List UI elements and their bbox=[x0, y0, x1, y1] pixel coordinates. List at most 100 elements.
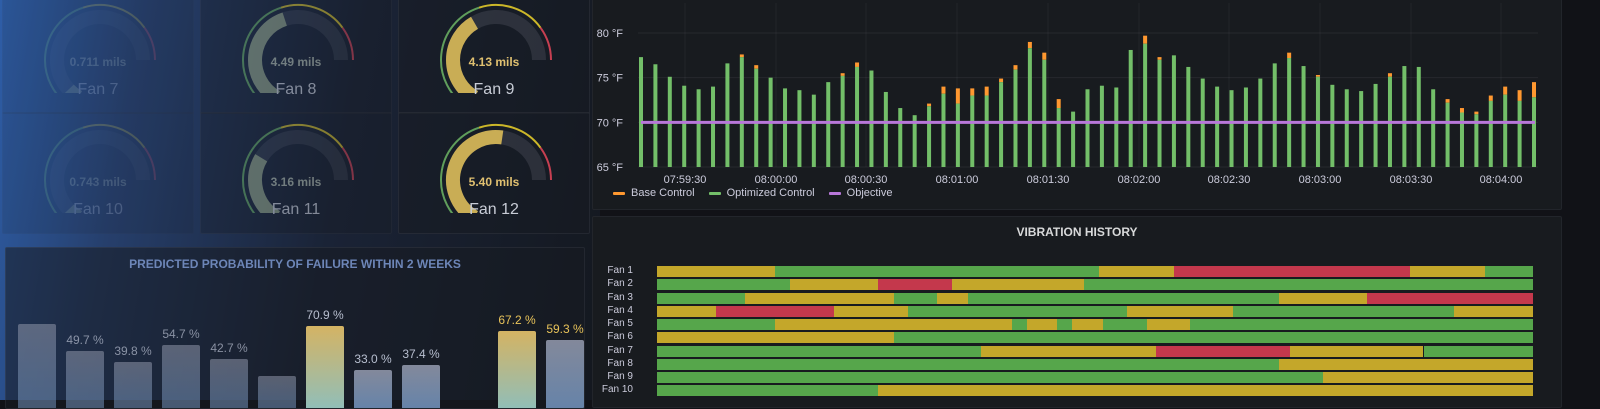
vibration-segment[interactable] bbox=[1127, 305, 1233, 317]
optimized-control-bar[interactable] bbox=[912, 115, 917, 167]
base-control-bar[interactable] bbox=[1532, 82, 1536, 98]
vibration-segment[interactable] bbox=[1084, 279, 1533, 291]
vibration-segment[interactable] bbox=[1484, 266, 1533, 277]
vibration-segment[interactable] bbox=[657, 345, 982, 357]
optimized-control-bar[interactable] bbox=[639, 57, 643, 168]
base-control-bar[interactable] bbox=[1503, 86, 1508, 95]
optimized-control-bar[interactable] bbox=[1344, 89, 1349, 167]
optimized-control-bar[interactable] bbox=[883, 91, 888, 167]
optimized-control-bar[interactable] bbox=[941, 93, 946, 167]
optimized-control-bar[interactable] bbox=[826, 82, 831, 167]
base-control-bar[interactable] bbox=[739, 54, 744, 58]
optimized-control-bar[interactable] bbox=[682, 85, 687, 167]
optimized-control-bar[interactable] bbox=[1071, 111, 1076, 167]
optimized-control-bar[interactable] bbox=[696, 89, 701, 167]
legend-item-objective[interactable]: Objective bbox=[828, 187, 893, 199]
base-control-bar[interactable] bbox=[1315, 74, 1320, 77]
vibration-segment[interactable] bbox=[657, 279, 791, 291]
optimized-control-bar[interactable] bbox=[1056, 108, 1061, 167]
vibration-segment[interactable] bbox=[981, 345, 1157, 357]
optimized-control-bar[interactable] bbox=[1171, 55, 1176, 168]
vibration-segment[interactable] bbox=[1190, 319, 1533, 330]
failure-bar[interactable] bbox=[210, 358, 248, 408]
optimized-control-bar[interactable] bbox=[797, 90, 802, 167]
optimized-control-bar[interactable] bbox=[1373, 83, 1378, 167]
optimized-control-bar[interactable] bbox=[855, 66, 860, 167]
optimized-control-bar[interactable] bbox=[1128, 49, 1133, 168]
base-control-bar[interactable] bbox=[1027, 41, 1032, 49]
optimized-control-bar[interactable] bbox=[1301, 66, 1306, 167]
vibration-segment[interactable] bbox=[657, 372, 1323, 383]
vibration-row[interactable] bbox=[657, 292, 1533, 304]
failure-bar[interactable] bbox=[354, 370, 392, 408]
vibration-segment[interactable] bbox=[657, 266, 776, 277]
legend-item-optimized-control[interactable]: Optimized Control bbox=[708, 187, 815, 199]
vibration-segment[interactable] bbox=[790, 279, 878, 291]
vibration-row[interactable] bbox=[657, 345, 1533, 357]
optimized-control-bar[interactable] bbox=[1359, 91, 1364, 167]
vibration-segment[interactable] bbox=[657, 319, 776, 330]
optimized-control-bar[interactable] bbox=[653, 64, 658, 167]
failure-bar[interactable] bbox=[402, 364, 440, 408]
optimized-control-bar[interactable] bbox=[754, 68, 759, 167]
optimized-control-bar[interactable] bbox=[1488, 100, 1493, 167]
legend-item-base-control[interactable]: Base Control bbox=[613, 187, 695, 199]
vibration-row[interactable] bbox=[657, 385, 1533, 397]
vibration-segment[interactable] bbox=[1410, 266, 1485, 277]
vibration-segment[interactable] bbox=[1057, 319, 1073, 330]
vibration-segment[interactable] bbox=[1156, 345, 1291, 357]
base-control-bar[interactable] bbox=[1143, 35, 1148, 44]
vibration-segment[interactable] bbox=[1146, 319, 1191, 330]
optimized-control-bar[interactable] bbox=[1402, 66, 1407, 167]
vibration-segment[interactable] bbox=[877, 279, 953, 291]
base-control-bar[interactable] bbox=[1445, 99, 1450, 103]
vibration-segment[interactable] bbox=[1026, 319, 1058, 330]
base-control-bar[interactable] bbox=[1517, 90, 1522, 101]
vibration-segment[interactable] bbox=[775, 319, 1012, 330]
vibration-segment[interactable] bbox=[908, 305, 1128, 317]
failure-bar[interactable] bbox=[546, 339, 584, 408]
vibration-segment[interactable] bbox=[1423, 345, 1533, 357]
base-control-bar[interactable] bbox=[1387, 73, 1392, 77]
vibration-segment[interactable] bbox=[657, 332, 894, 344]
optimized-control-bar[interactable] bbox=[711, 86, 716, 167]
base-control-bar[interactable] bbox=[855, 62, 860, 67]
optimized-control-bar[interactable] bbox=[1215, 86, 1220, 167]
vibration-segment[interactable] bbox=[1322, 372, 1533, 383]
vibration-segment[interactable] bbox=[1099, 266, 1174, 277]
base-control-bar[interactable] bbox=[999, 78, 1004, 83]
optimized-control-bar[interactable] bbox=[725, 63, 730, 167]
optimized-control-bar[interactable] bbox=[1042, 59, 1047, 167]
vibration-segment[interactable] bbox=[937, 292, 968, 304]
optimized-control-bar[interactable] bbox=[1186, 66, 1191, 167]
optimized-control-bar[interactable] bbox=[811, 94, 816, 167]
vibration-row[interactable] bbox=[657, 279, 1533, 291]
optimized-control-bar[interactable] bbox=[1085, 89, 1090, 167]
failure-bar[interactable] bbox=[258, 375, 296, 408]
vibration-row[interactable] bbox=[657, 372, 1533, 383]
optimized-control-bar[interactable] bbox=[999, 82, 1004, 167]
failure-bar[interactable] bbox=[114, 362, 152, 408]
vibration-segment[interactable] bbox=[657, 292, 745, 304]
base-control-bar[interactable] bbox=[955, 88, 960, 104]
optimized-control-bar[interactable] bbox=[1459, 112, 1464, 167]
vibration-segment[interactable] bbox=[1278, 292, 1367, 304]
failure-bar[interactable] bbox=[18, 324, 56, 408]
vibration-segment[interactable] bbox=[657, 385, 878, 397]
optimized-control-bar[interactable] bbox=[1431, 89, 1436, 167]
base-control-bar[interactable] bbox=[1013, 65, 1018, 70]
optimized-control-bar[interactable] bbox=[739, 57, 744, 168]
base-control-bar[interactable] bbox=[1157, 57, 1162, 60]
vibration-segment[interactable] bbox=[744, 292, 894, 304]
base-control-bar[interactable] bbox=[1488, 95, 1493, 101]
failure-bar[interactable] bbox=[162, 345, 200, 408]
base-control-bar[interactable] bbox=[1056, 99, 1061, 109]
optimized-control-bar[interactable] bbox=[1027, 48, 1032, 167]
optimized-control-bar[interactable] bbox=[1532, 97, 1536, 167]
vibration-segment[interactable] bbox=[715, 305, 834, 317]
optimized-control-bar[interactable] bbox=[984, 95, 989, 167]
vibration-segment[interactable] bbox=[657, 305, 716, 317]
base-control-bar[interactable] bbox=[1042, 52, 1047, 60]
base-control-bar[interactable] bbox=[970, 88, 975, 96]
optimized-control-bar[interactable] bbox=[898, 108, 903, 167]
